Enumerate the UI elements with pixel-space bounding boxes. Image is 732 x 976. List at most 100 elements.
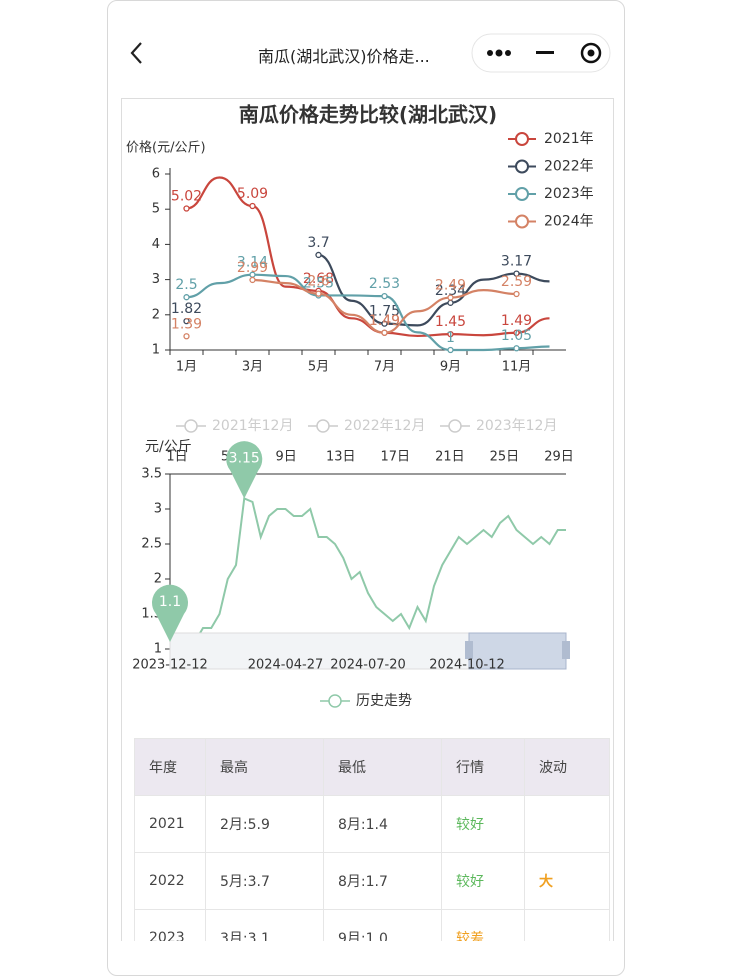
- x-tick-label: 2024-10-12: [429, 658, 505, 673]
- point: [447, 299, 454, 306]
- table-cell: 2022: [134, 852, 206, 910]
- legend-label: 2021年: [544, 131, 594, 147]
- point: [513, 345, 520, 352]
- cell-text: 5月:3.7: [220, 874, 270, 890]
- card: [121, 98, 614, 941]
- table-cell: 2023: [134, 909, 206, 941]
- table-cell: [524, 795, 610, 853]
- table-body: 2021 2月:5.9 8月:1.4 较好 2022 5月:3.7 8月:1.7 较好大 202…: [134, 795, 610, 941]
- table-cell: 8月:1.7: [323, 852, 442, 910]
- data-label: 5.02: [171, 188, 202, 204]
- x2-tick-label: 25日: [490, 450, 520, 465]
- data-label: 2.49: [435, 278, 466, 294]
- data-label: 1.45: [435, 314, 466, 330]
- table-cell: 3月:3.1: [205, 909, 324, 941]
- y-tick-label: 1: [154, 642, 162, 657]
- table-cell: [524, 909, 610, 941]
- th: 最高: [205, 738, 324, 796]
- point: [183, 294, 190, 301]
- x2-tick-label: 17日: [381, 450, 411, 465]
- y-tick-label: 3: [154, 502, 162, 517]
- data-label: 1.49: [369, 313, 400, 329]
- y-tick-label: 2: [152, 307, 160, 322]
- y-tick-label: 3: [152, 272, 160, 287]
- legend-label: 历史走势: [356, 693, 412, 709]
- legend-label: 2023年12月: [476, 418, 557, 434]
- data-label: 1.82: [171, 301, 202, 317]
- th: 行情: [441, 738, 525, 796]
- y-tick-label: 5: [152, 202, 160, 217]
- cell-text: 较好: [456, 874, 484, 890]
- data-label: 1.39: [171, 316, 202, 332]
- table-cell: 2月:5.9: [205, 795, 324, 853]
- table-cell: 2021: [134, 795, 206, 853]
- point: [447, 331, 454, 338]
- table-cell: 9月:1.0: [323, 909, 442, 941]
- y-tick-label: 4: [152, 237, 160, 252]
- th: 最低: [323, 738, 442, 796]
- x-tick-label: 1月: [176, 360, 197, 375]
- content: 南瓜价格走势比较(湖北武汉) 价格(元/公斤) 1 2 3 4 5 6 1月 3月 5月 7月 9月 11…: [108, 1, 624, 941]
- y-axis-label: 元/公斤: [145, 439, 192, 455]
- table-row: 2022 5月:3.7 8月:1.7 较好 大: [134, 852, 610, 910]
- y-tick-label: 2.5: [141, 537, 162, 552]
- more-button[interactable]: [487, 49, 511, 57]
- data-label: 2.34: [435, 283, 466, 299]
- legend-marker: [448, 419, 462, 433]
- cell-text: 较好: [456, 817, 484, 833]
- point: [447, 346, 454, 354]
- legend-label: 2024年: [544, 214, 594, 230]
- close-button[interactable]: [580, 42, 602, 64]
- series-line: [169, 497, 566, 644]
- table-cell: 较好: [441, 852, 525, 910]
- data-label: 2.53: [369, 276, 400, 292]
- data-label: 2.55: [303, 275, 334, 291]
- nav-bar: [130, 33, 611, 73]
- point: [183, 317, 190, 325]
- minimize-button[interactable]: [536, 51, 554, 54]
- table-header: 年度 最高 最低 行情 波动: [134, 738, 610, 796]
- data-label: 2.59: [501, 274, 532, 290]
- cell-text: 较差: [456, 931, 484, 941]
- data-label: 1: [446, 330, 455, 346]
- cell-text: 2021: [149, 816, 185, 832]
- point: [447, 294, 454, 301]
- data-label: 2.99: [237, 260, 268, 276]
- cell-text: 2月:5.9: [220, 817, 270, 833]
- y-tick-label: 2: [154, 572, 162, 587]
- nav-title: 南瓜(湖北武汉)价格走...: [258, 47, 430, 66]
- table: 年度 最高 最低 行情 波动 2021 2月:5.9 8月:1.4 较好 2022 5月:…: [134, 738, 610, 941]
- data-label: 3.7: [307, 235, 329, 251]
- cell-text: 9月:1.0: [338, 931, 388, 941]
- zoom-handle[interactable]: [465, 641, 473, 659]
- chart-title: 南瓜价格走势比较(湖北武汉): [239, 103, 497, 127]
- y-tick-label: 3.5: [141, 467, 162, 482]
- legend-marker: [515, 214, 529, 229]
- table-cell: 5月:3.7: [205, 852, 324, 910]
- legend-marker: [184, 419, 198, 433]
- cell-text: 2023: [149, 930, 185, 941]
- back-button[interactable]: [130, 42, 142, 64]
- x-tick-label: 11月: [502, 360, 532, 375]
- x2-tick-label: 29日: [544, 450, 574, 465]
- th: 波动: [524, 738, 610, 796]
- mark-pin: [226, 441, 263, 499]
- zoom-handle[interactable]: [562, 641, 570, 659]
- legend-marker: [515, 159, 529, 174]
- data-label: 2.5: [175, 277, 197, 293]
- table-row: 2023 3月:3.1 9月:1.0 较差: [134, 909, 610, 941]
- legend-marker: [328, 694, 342, 708]
- point: [513, 329, 520, 336]
- legend-label: 2021年12月: [212, 418, 293, 434]
- mark-pin-label: 1.1: [159, 594, 181, 610]
- point: [381, 329, 388, 336]
- point: [513, 270, 520, 277]
- table-cell: 大: [524, 852, 610, 910]
- table-cell: 较差: [441, 909, 525, 941]
- table-row: 2021 2月:5.9 8月:1.4 较好: [134, 795, 610, 853]
- data-label: 2.6: [307, 274, 329, 290]
- point: [183, 333, 190, 340]
- point: [315, 290, 322, 297]
- point: [513, 290, 520, 298]
- mark-pin: [152, 584, 189, 642]
